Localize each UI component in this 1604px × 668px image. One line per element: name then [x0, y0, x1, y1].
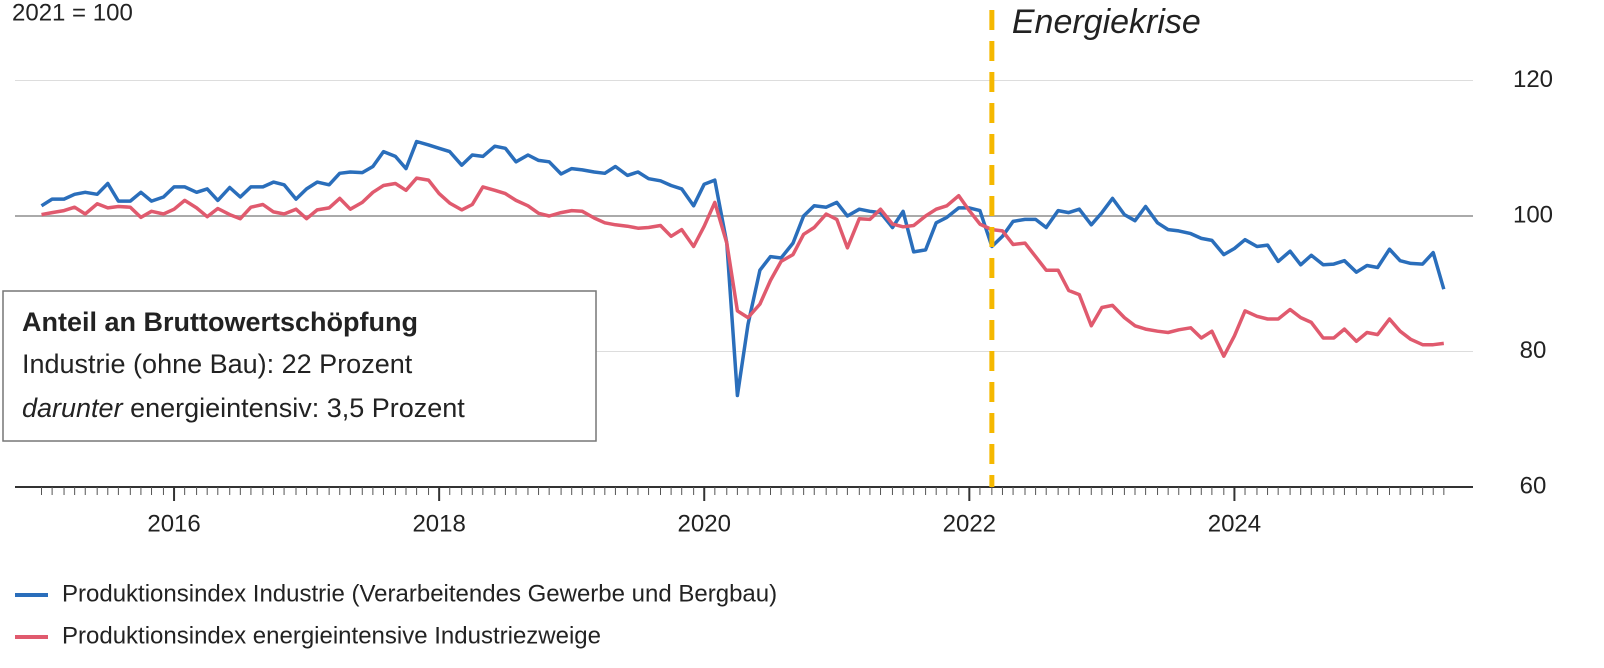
text-box-line: darunter energieintensiv: 3,5 Prozent [22, 393, 465, 423]
y-tick-label: 120 [1513, 66, 1553, 93]
x-tick-label: 2024 [1208, 510, 1261, 537]
text-box-rest: energieintensiv: 3,5 Prozent [123, 393, 466, 423]
x-tick-label: 2020 [678, 510, 731, 537]
annotation-label: Energiekrise [1012, 3, 1201, 41]
x-tick-label: 2022 [943, 510, 996, 537]
legend-label: Produktionsindex energieintensive Indust… [62, 622, 601, 649]
text-box-line: Industrie (ohne Bau): 22 Prozent [22, 349, 413, 379]
legend-label: Produktionsindex Industrie (Verarbeitend… [62, 580, 777, 607]
text-box-italic: darunter [22, 393, 124, 423]
y-axis-label: 2021 = 100 [12, 0, 133, 26]
x-tick-label: 2018 [412, 510, 465, 537]
series-line [40, 139, 1446, 398]
text-box [2, 290, 597, 442]
x-tick-label: 2016 [147, 510, 200, 537]
text-box-title: Anteil an Bruttowertschöpfung [22, 307, 418, 337]
y-tick-label: 60 [1520, 472, 1547, 499]
y-tick-label: 100 [1513, 201, 1553, 228]
y-tick-label: 80 [1520, 337, 1547, 364]
series-line [41, 176, 1445, 358]
